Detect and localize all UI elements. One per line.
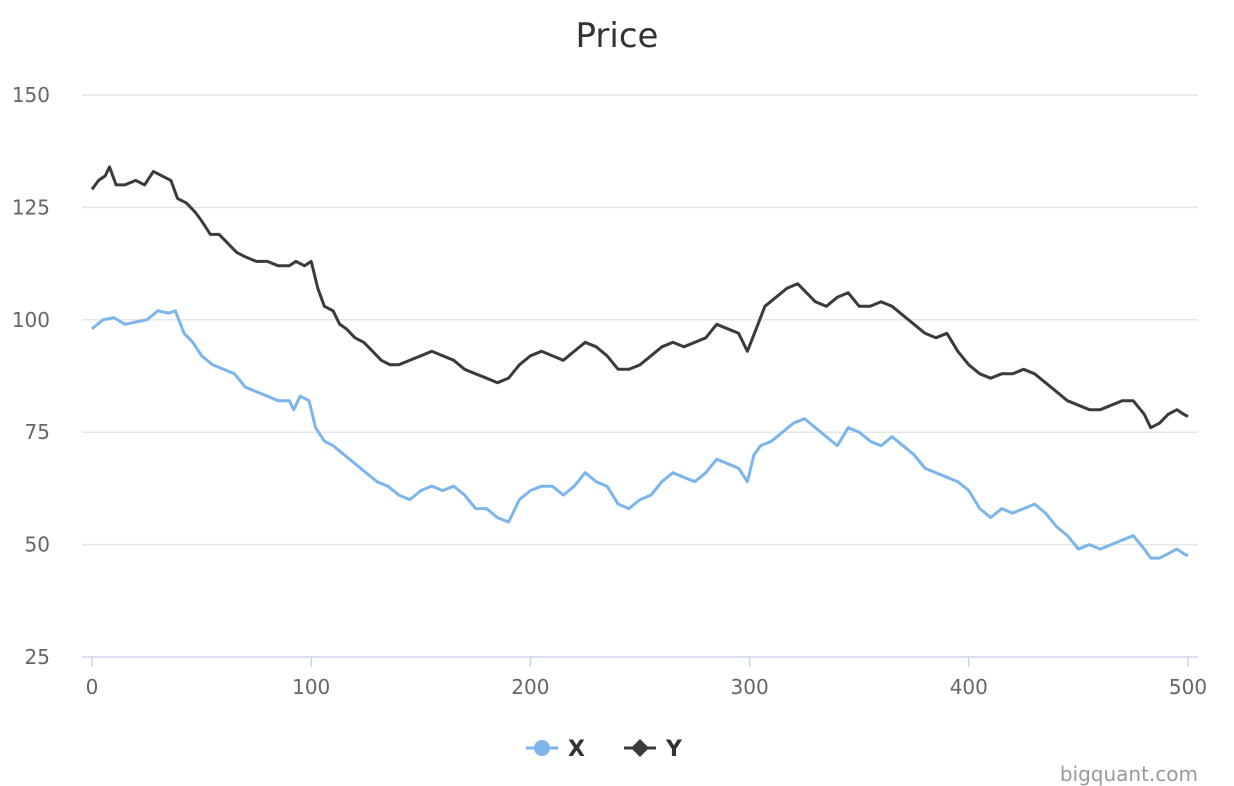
- credits-link[interactable]: bigquant.com: [1059, 762, 1198, 786]
- x-tick-label: 0: [86, 675, 99, 699]
- y-tick-label: 125: [12, 195, 50, 219]
- series-line-x: [91, 309, 1189, 560]
- chart-title: Price: [575, 16, 659, 56]
- legend-item-y[interactable]: Y: [624, 737, 683, 762]
- y-tick-label: 25: [25, 645, 50, 669]
- legend-item-x[interactable]: X: [526, 737, 585, 762]
- y-tick-label: 150: [12, 83, 50, 107]
- legend-label: X: [568, 737, 585, 762]
- y-tick-label: 50: [25, 533, 50, 557]
- series-line-y: [90, 165, 1189, 430]
- diamond-marker-icon: [631, 739, 649, 757]
- x-tick-label: 500: [1169, 675, 1207, 699]
- x-tick-label: 300: [731, 675, 769, 699]
- x-tick-label: 200: [511, 675, 549, 699]
- x-tick-label: 400: [950, 675, 988, 699]
- y-tick-label: 100: [12, 308, 50, 332]
- y-tick-label: 75: [25, 420, 50, 444]
- x-tick-label: 100: [292, 675, 330, 699]
- circle-marker-icon: [534, 740, 550, 756]
- legend-label: Y: [665, 737, 683, 762]
